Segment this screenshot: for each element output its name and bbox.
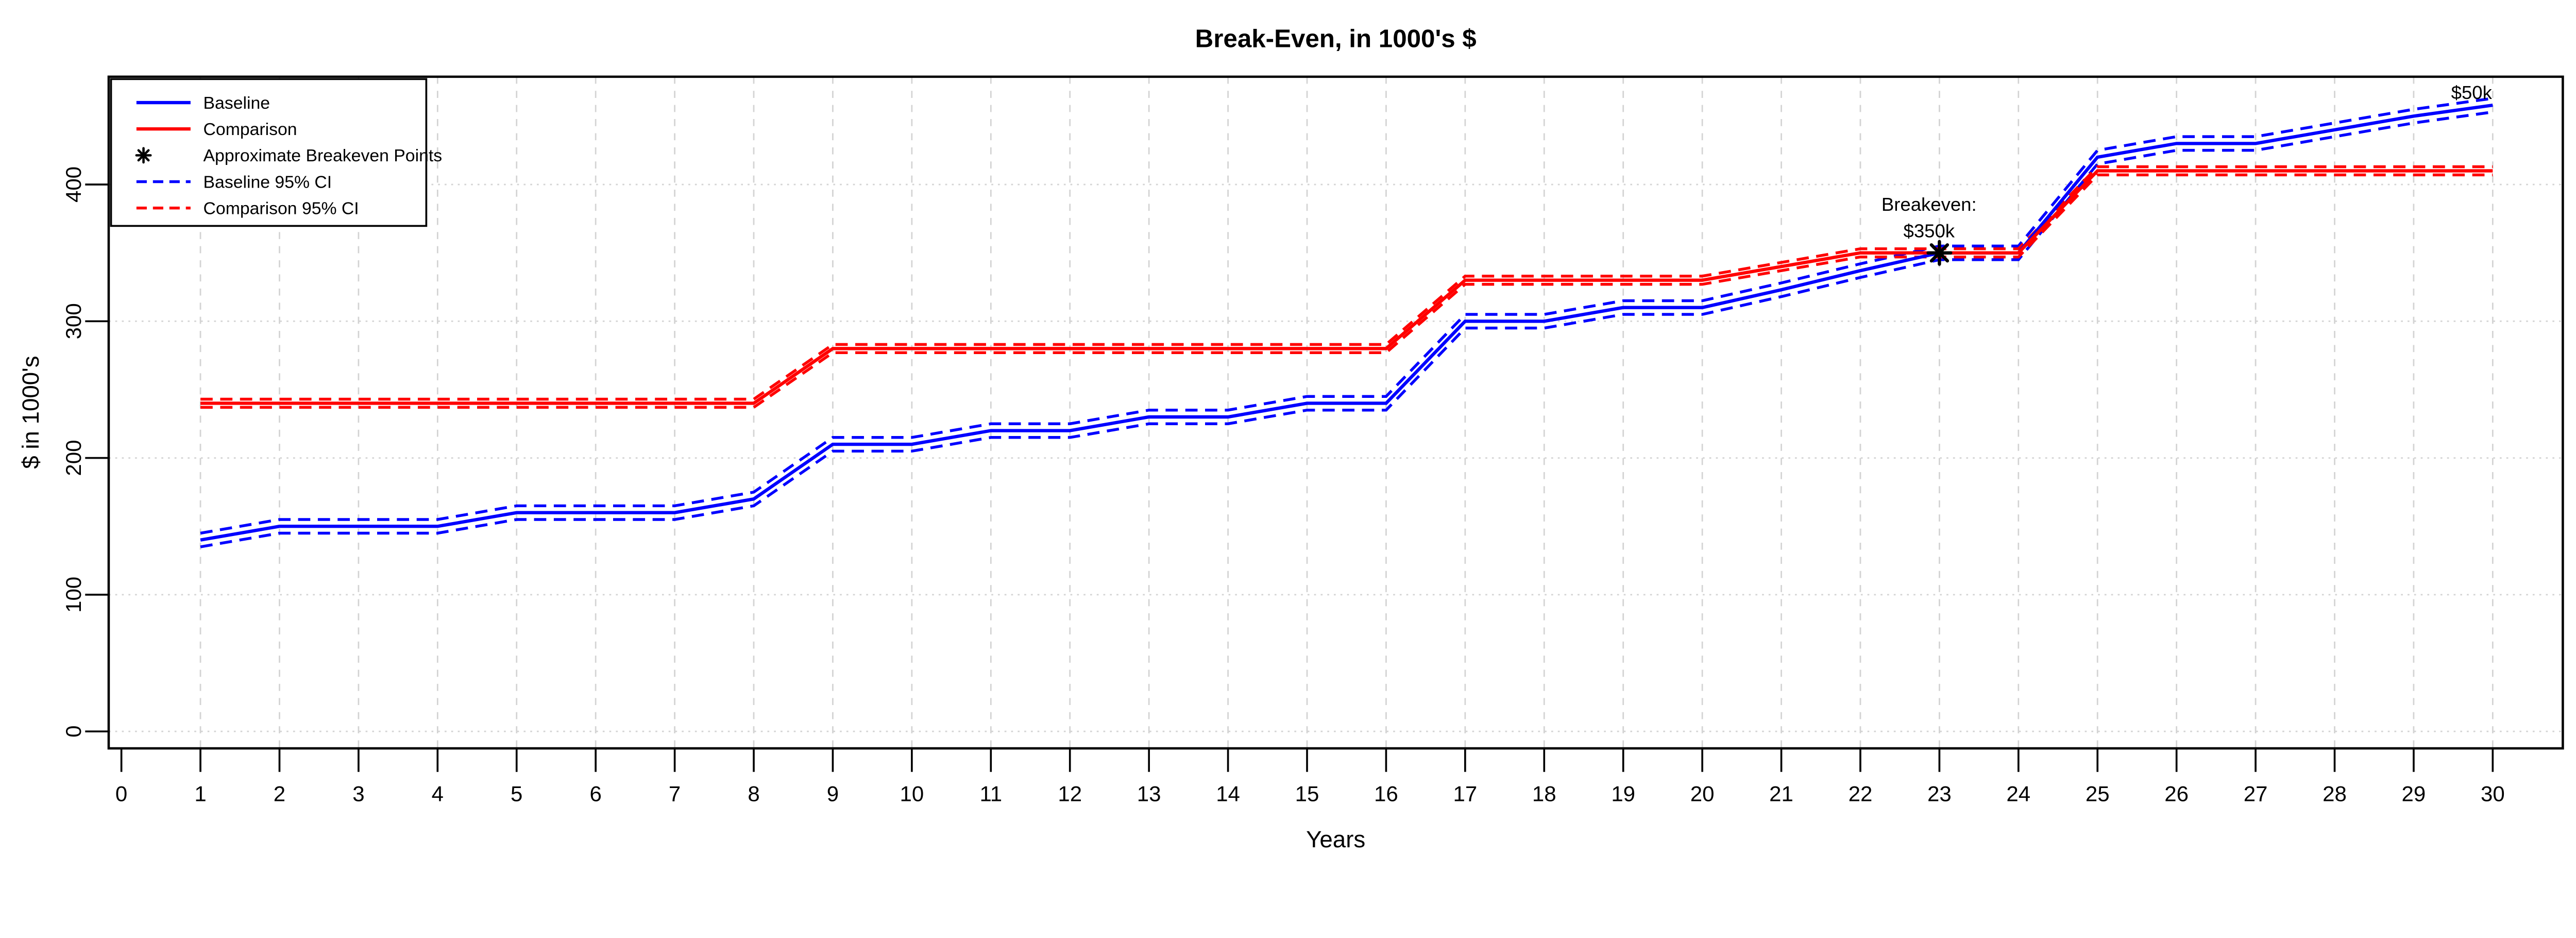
legend-sample-asterisk [135, 147, 152, 164]
x-tick-label: 6 [589, 781, 601, 806]
comparison-95-ci-line [200, 165, 2493, 401]
x-tick-label: 27 [2244, 781, 2268, 806]
y-tick-label: 400 [61, 166, 86, 203]
legend-label-comparison-ci: Comparison 95% CI [204, 199, 359, 219]
x-tick-label: 25 [2086, 781, 2110, 806]
x-tick-label: 26 [2164, 781, 2189, 806]
x-tick-label: 11 [979, 781, 1002, 806]
breakeven-star-ray [1938, 243, 1950, 255]
y-tick-label: 100 [61, 577, 86, 613]
legend-label-baseline-ci: Baseline 95% CI [204, 172, 332, 192]
legend-samples [135, 100, 191, 210]
x-tick-label: 29 [2402, 781, 2426, 806]
legend-label-comparison: Comparison [204, 120, 297, 139]
x-tick-label: 5 [511, 781, 522, 806]
x-tick-label: 2 [274, 781, 285, 806]
x-axis-label: Years [1306, 826, 1365, 852]
baseline-95-ci-line [200, 97, 2493, 535]
x-tick-label: 12 [1058, 781, 1082, 806]
x-tick-label: 22 [1849, 781, 1873, 806]
legend: Baseline Comparison Approximate Breakeve… [110, 78, 443, 227]
y-axis-label: $ in 1000's [18, 356, 44, 468]
x-tick-label: 28 [2323, 781, 2347, 806]
data-series [200, 97, 2493, 548]
x-tick-label: 10 [900, 781, 924, 806]
axis-ticks: 0 1 2 3 4 5 6 7 8 9 10 11 12 13 14 15 16 17 18 19 20 21 22 23 24… [61, 166, 2504, 806]
plot-border [107, 75, 2564, 750]
x-tick-label: 13 [1137, 781, 1161, 806]
x-tick-label: 17 [1453, 781, 1477, 806]
x-tick-label: 16 [1374, 781, 1398, 806]
breakeven-star [1926, 240, 1953, 266]
x-tick-label: 20 [1690, 781, 1715, 806]
x-tick-label: 0 [115, 781, 127, 806]
x-tick-label: 4 [432, 781, 444, 806]
comparison-95-ci-line [200, 173, 2493, 409]
legend-label-breakeven-points: Approximate Breakeven Points [204, 146, 443, 165]
x-tick-label: 8 [748, 781, 759, 806]
baseline-line [200, 103, 2493, 542]
final-gap-annotation: $50k [2451, 82, 2493, 103]
x-tick-label: 15 [1295, 781, 1319, 806]
x-tick-label: 1 [194, 781, 206, 806]
x-tick-label: 18 [1532, 781, 1556, 806]
y-tick-label: 300 [61, 303, 86, 339]
y-tick-label: 0 [61, 725, 86, 737]
breakeven-annotation-line1: Breakeven: [1882, 194, 1977, 215]
baseline-95-ci-line [200, 110, 2493, 548]
breakeven-annotation-line2: $350k [1904, 220, 1955, 241]
breakeven-marker [1926, 240, 1953, 266]
breakeven-line-chart: 0 1 2 3 4 5 6 7 8 9 10 11 12 13 14 15 16 17 18 19 20 21 22 23 24… [17, 24, 2564, 852]
x-tick-label: 21 [1769, 781, 1793, 806]
x-tick-label: 3 [352, 781, 364, 806]
comparison-line [200, 169, 2493, 405]
x-tick-label: 14 [1216, 781, 1240, 806]
x-tick-label: 30 [2481, 781, 2505, 806]
legend-sample-asterisk-ray [142, 149, 150, 157]
legend-label-baseline: Baseline [204, 93, 270, 113]
breakeven-chart-figure: 0 1 2 3 4 5 6 7 8 9 10 11 12 13 14 15 16 17 18 19 20 21 22 23 24… [17, 24, 2564, 852]
grid-lines [108, 76, 2563, 749]
x-tick-label: 7 [669, 781, 681, 806]
x-tick-label: 23 [1927, 781, 1952, 806]
x-tick-label: 24 [2006, 781, 2030, 806]
x-tick-label: 19 [1611, 781, 1635, 806]
x-tick-label: 9 [827, 781, 839, 806]
chart-title: Break-Even, in 1000's $ [1195, 24, 1477, 53]
y-tick-label: 200 [61, 440, 86, 476]
